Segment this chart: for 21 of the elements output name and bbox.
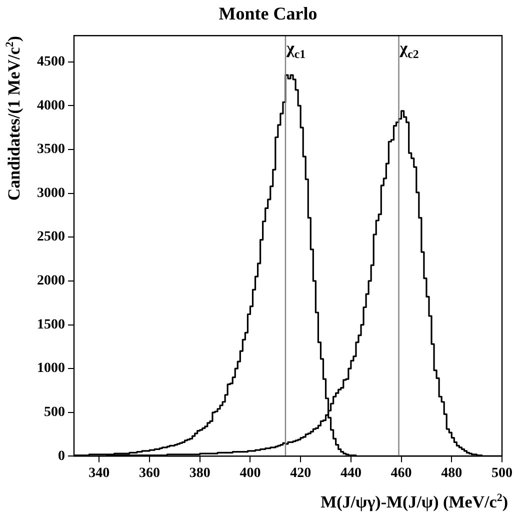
x-tick-label: 420 <box>290 466 312 482</box>
y-tick-label: 3500 <box>37 142 65 158</box>
y-tick-label: 3000 <box>37 186 65 201</box>
y-tick-label: 500 <box>44 404 65 420</box>
x-tick-label: 500 <box>492 466 512 482</box>
y-tick-label: 1500 <box>37 317 65 332</box>
x-tick-label: 360 <box>139 466 160 482</box>
x-tick-label: 440 <box>340 466 362 482</box>
y-tick-label: 0 <box>58 448 65 464</box>
y-tick-label: 1000 <box>37 361 65 376</box>
x-tick-label: 340 <box>88 466 110 482</box>
chart-title: Monte Carlo <box>218 3 318 24</box>
x-tick-label: 380 <box>189 466 210 482</box>
y-tick-label: 2500 <box>37 230 65 245</box>
x-tick-label: 460 <box>390 466 412 482</box>
y-tick-label: 4000 <box>37 98 65 114</box>
y-tick-label: 2000 <box>37 274 65 289</box>
x-tick-label: 400 <box>240 466 261 482</box>
x-axis-title: M(J/ψγ)-M(J/ψ) (MeV/c$^{2}$) <box>320 492 508 513</box>
y-tick-label: 4500 <box>37 54 65 70</box>
x-tick-label: 480 <box>441 466 462 482</box>
